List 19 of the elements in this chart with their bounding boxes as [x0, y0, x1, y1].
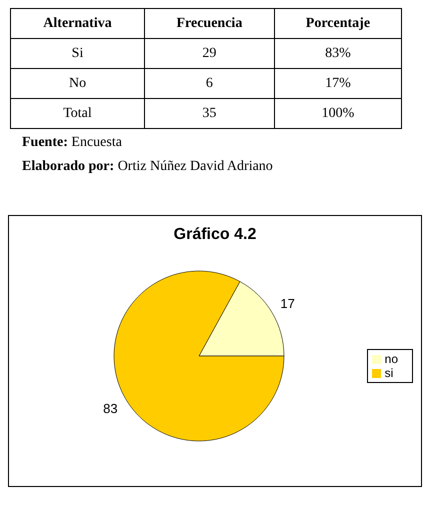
legend-label: no: [384, 352, 398, 366]
text: Total: [10, 98, 145, 128]
text: 83%: [274, 38, 402, 68]
text: 29: [144, 38, 274, 68]
text: Frecuencia: [144, 8, 274, 38]
text: Porcentaje: [274, 8, 402, 38]
data-label: 17: [280, 296, 295, 312]
text: 6: [144, 68, 274, 98]
text: 100%: [274, 98, 402, 128]
text: 35: [144, 98, 274, 128]
text: 17%: [274, 68, 402, 98]
text: Si: [10, 38, 145, 68]
text: Elaborado por: Ortiz Núñez David Adriano: [22, 159, 274, 175]
legend-label: si: [384, 366, 394, 380]
chart-title: Gráfico 4.2: [172, 226, 258, 244]
text: Alternativa: [10, 8, 145, 38]
source-note: Fuente: Encuesta: [22, 135, 123, 151]
text: No: [10, 68, 145, 98]
data-label: 83: [103, 400, 118, 416]
